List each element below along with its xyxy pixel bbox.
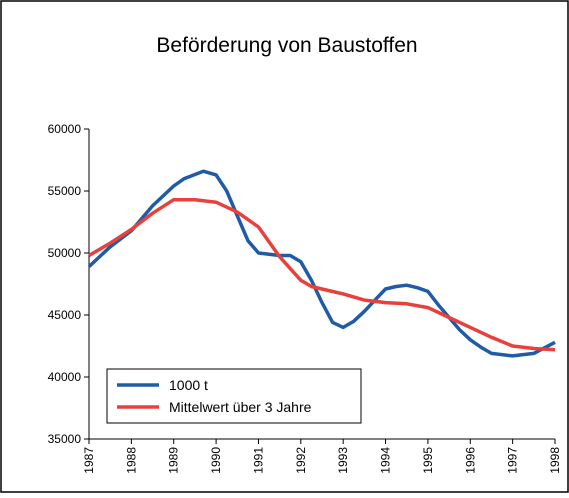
y-tick-label: 40000 — [48, 370, 82, 384]
x-tick-label: 1997 — [506, 447, 520, 474]
legend-label: Mittelwert über 3 Jahre — [169, 399, 312, 415]
legend-label: 1000 t — [169, 377, 208, 393]
x-tick-label: 1990 — [209, 447, 223, 474]
y-tick-label: 45000 — [48, 308, 82, 322]
y-tick-label: 35000 — [48, 432, 82, 446]
x-tick-label: 1995 — [421, 447, 435, 474]
series-line — [88, 197, 556, 352]
legend-box — [106, 368, 362, 424]
series-line — [87, 169, 556, 358]
x-tick-label: 1994 — [379, 447, 393, 474]
chart-title: Beförderung von Baustoffen — [156, 34, 417, 57]
y-tick-label: 55000 — [48, 184, 82, 198]
x-tick-label: 1988 — [124, 447, 138, 474]
x-tick-label: 1996 — [463, 447, 477, 474]
y-tick-label: 60000 — [48, 122, 82, 136]
x-tick-label: 1989 — [167, 447, 181, 474]
x-tick-label: 1992 — [294, 447, 308, 474]
x-tick-label: 1993 — [336, 447, 350, 474]
x-tick-label: 1991 — [251, 447, 265, 474]
x-tick-label: 1987 — [82, 447, 96, 474]
x-tick-label: 1998 — [548, 447, 562, 474]
y-tick-label: 50000 — [48, 246, 82, 260]
